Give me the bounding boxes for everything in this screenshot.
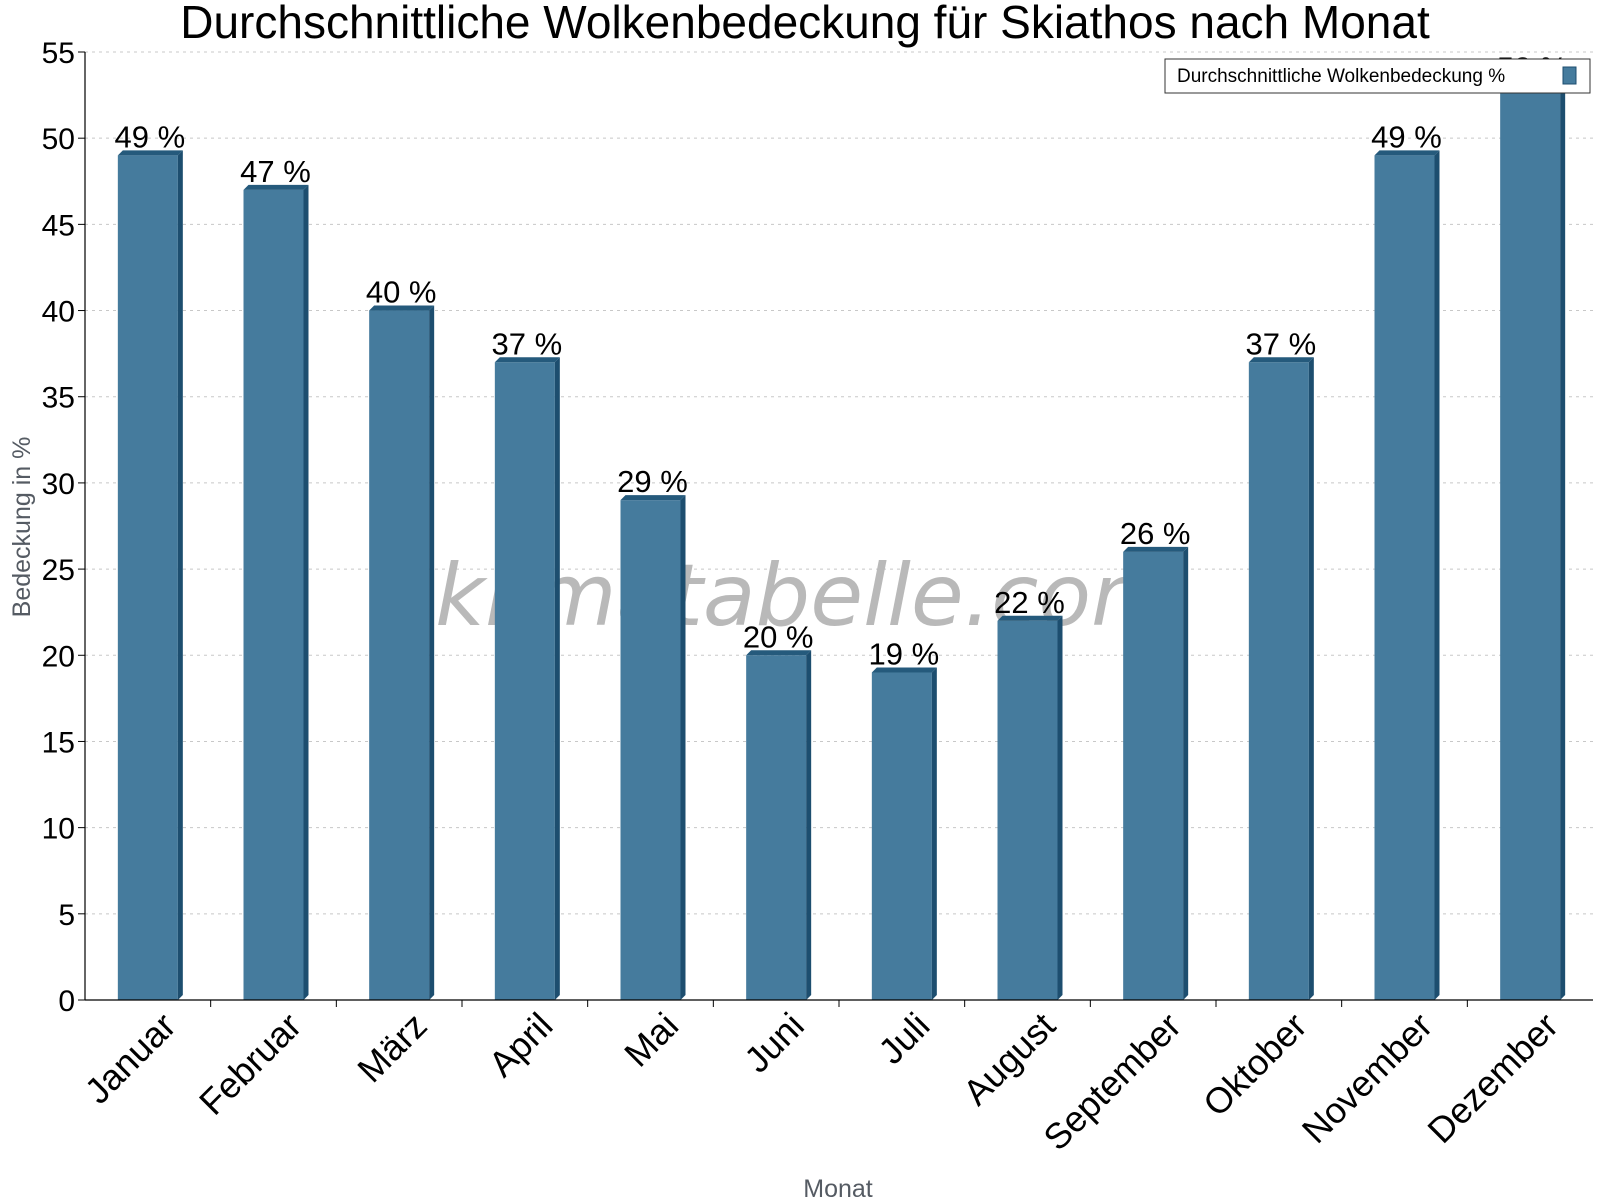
bar <box>243 189 304 1000</box>
x-tick-label: Dezember <box>1419 1005 1565 1151</box>
bar-side <box>1057 615 1063 1000</box>
bar-top <box>620 495 686 501</box>
bar <box>1374 155 1435 1000</box>
bar <box>871 672 932 1000</box>
bar-side <box>680 495 686 1000</box>
x-tick-label: September <box>1035 1005 1189 1159</box>
y-tick-label: 55 <box>42 37 75 70</box>
x-tick-label: April <box>481 1005 561 1085</box>
bar <box>746 655 807 1000</box>
bar-side <box>1183 546 1189 1000</box>
bar <box>1123 551 1184 1000</box>
y-tick-label: 20 <box>42 640 75 673</box>
data-label: 37 % <box>1245 326 1316 361</box>
bar-top <box>117 150 183 156</box>
bar-side <box>1434 150 1440 1000</box>
legend-box <box>1164 58 1591 94</box>
x-tick-label: November <box>1294 1005 1440 1151</box>
y-tick-label: 45 <box>42 209 75 242</box>
bar <box>369 310 430 1001</box>
bar-top <box>1248 357 1314 363</box>
x-tick-label: Juni <box>736 1005 812 1081</box>
y-tick-label: 15 <box>42 726 75 759</box>
data-label: 29 % <box>617 464 688 499</box>
bar <box>620 500 681 1000</box>
chart-title: Durchschnittliche Wolkenbedeckung für Sk… <box>180 0 1430 48</box>
x-tick-label: Februar <box>191 1005 309 1123</box>
y-tick-label: 40 <box>42 296 75 329</box>
legend-label: Durchschnittliche Wolkenbedeckung % <box>1177 66 1505 87</box>
bar-side <box>1308 357 1314 1001</box>
gridlines <box>85 51 1593 915</box>
y-tick-label: 50 <box>42 123 75 156</box>
data-label: 26 % <box>1120 516 1191 551</box>
bar-top <box>997 615 1063 621</box>
bar-side <box>806 650 812 1000</box>
x-tick-labels: Januar Februar März April Mai Juni Juli AugustS… <box>77 1000 1566 1158</box>
bar-top <box>746 650 812 656</box>
data-label: 40 % <box>366 275 437 310</box>
y-tick-label: 25 <box>42 554 75 587</box>
axes <box>84 52 1593 1001</box>
data-label: 49 % <box>1371 119 1442 154</box>
bar-side <box>931 667 937 1000</box>
bar-side <box>554 357 560 1001</box>
bar-side <box>429 305 435 1001</box>
bar-side <box>177 150 183 1000</box>
x-tick-label: Januar <box>77 1005 184 1112</box>
bar <box>997 620 1058 1000</box>
y-tick-label: 0 <box>58 985 75 1018</box>
x-tick-label: März <box>349 1005 435 1091</box>
y-tick-label: 30 <box>42 468 75 501</box>
y-tick-label: 10 <box>42 813 75 846</box>
data-label: 49 % <box>114 119 185 154</box>
bar <box>1500 86 1561 1001</box>
bar-top <box>871 667 937 673</box>
legend: Durchschnittliche Wolkenbedeckung % <box>1164 58 1591 94</box>
bar-side <box>1560 81 1566 1001</box>
y-tick-label: 35 <box>42 382 75 415</box>
legend-swatch <box>1562 66 1577 85</box>
data-label: 37 % <box>491 326 562 361</box>
bar-top <box>1123 546 1189 552</box>
bar-top <box>494 357 560 363</box>
bar <box>1248 362 1309 1001</box>
x-tick-label: Juli <box>870 1005 937 1072</box>
bar-top <box>243 184 309 190</box>
data-label: 22 % <box>994 585 1065 620</box>
x-tick-label: Oktober <box>1195 1005 1315 1125</box>
bar <box>117 155 178 1000</box>
bar-top <box>369 305 435 311</box>
data-label: 19 % <box>868 637 939 672</box>
bar-top <box>1374 150 1440 156</box>
x-axis-label: Monat <box>803 1175 873 1200</box>
y-tick-labels: 0 5 10 15 20 25 30 35 40 45 50 55 <box>42 37 85 1018</box>
bars: 49 % 47 % 40 % 37 % 29 % 20 % 19 % 22 % 26 % 37 %… <box>114 50 1568 1001</box>
y-tick-label: 5 <box>58 899 75 932</box>
bar-side <box>303 184 309 1000</box>
data-label: 20 % <box>743 619 814 654</box>
bar <box>494 362 555 1001</box>
x-tick-label: August <box>955 1005 1063 1113</box>
data-label: 47 % <box>240 154 311 189</box>
y-axis-label: Bedeckung in % <box>8 437 36 618</box>
x-tick-label: Mai <box>616 1005 686 1075</box>
